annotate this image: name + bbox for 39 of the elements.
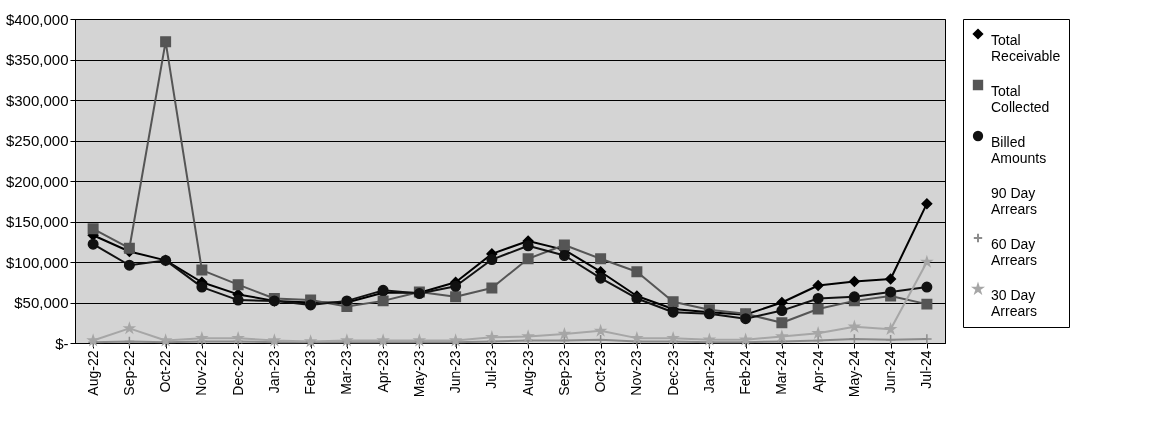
x-tick-label: Feb-23 bbox=[302, 350, 319, 395]
x-tick-label: Oct-22 bbox=[157, 350, 174, 393]
y-tick-label: $250,000 bbox=[5, 132, 69, 149]
x-tick-label: Jun-24 bbox=[882, 350, 899, 394]
x-tick-label: Dec-23 bbox=[664, 350, 681, 396]
x-tick-label: Jul-24 bbox=[918, 350, 935, 389]
x-tick-label: Nov-23 bbox=[628, 350, 645, 396]
x-tick-label: Jun-23 bbox=[447, 350, 464, 394]
y-tick-label: $50,000 bbox=[14, 294, 69, 311]
x-tick-label: Jan-23 bbox=[265, 350, 282, 394]
x-tick-label: Jan-24 bbox=[700, 350, 717, 394]
legend-label: 30 Day Arrears bbox=[991, 287, 1037, 319]
x-tick-label: Dec-22 bbox=[229, 350, 246, 396]
y-tick-label: $- bbox=[55, 334, 69, 352]
x-tick-label: May-23 bbox=[410, 350, 427, 398]
y-tick-label: $100,000 bbox=[5, 253, 69, 271]
y-tick-label: $300,000 bbox=[5, 91, 69, 109]
x-tick-label: Apr-24 bbox=[809, 350, 826, 393]
x-tick-label: Feb-24 bbox=[737, 350, 754, 395]
legend-label: Total Collected bbox=[991, 83, 1050, 115]
x-tick-label: Mar-24 bbox=[773, 350, 790, 395]
x-tick-label: Nov-22 bbox=[193, 350, 210, 396]
y-tick-label: $400,000 bbox=[5, 10, 69, 28]
x-tick-label: Sep-23 bbox=[555, 350, 572, 396]
legend-label: Billed Amounts bbox=[991, 134, 1047, 166]
text: 90 Day Arrears bbox=[991, 185, 1037, 217]
legend-label: Total Receivable bbox=[991, 32, 1061, 64]
y-tick-label: $350,000 bbox=[5, 51, 69, 68]
x-tick-label: Sep-22 bbox=[120, 350, 137, 396]
x-tick-label: Oct-23 bbox=[592, 350, 609, 393]
legend-label: 60 Day Arrears bbox=[991, 236, 1037, 268]
y-tick-label: $150,000 bbox=[5, 213, 69, 230]
x-tick-label: Mar-23 bbox=[338, 350, 355, 395]
x-tick-label: Aug-23 bbox=[519, 350, 536, 396]
x-tick-label: Apr-23 bbox=[374, 350, 391, 393]
x-tick-label: May-24 bbox=[845, 350, 862, 398]
x-tick-label: Jul-23 bbox=[483, 350, 500, 389]
y-tick-label: $200,000 bbox=[5, 172, 69, 190]
x-tick-label: Aug-22 bbox=[84, 350, 101, 396]
